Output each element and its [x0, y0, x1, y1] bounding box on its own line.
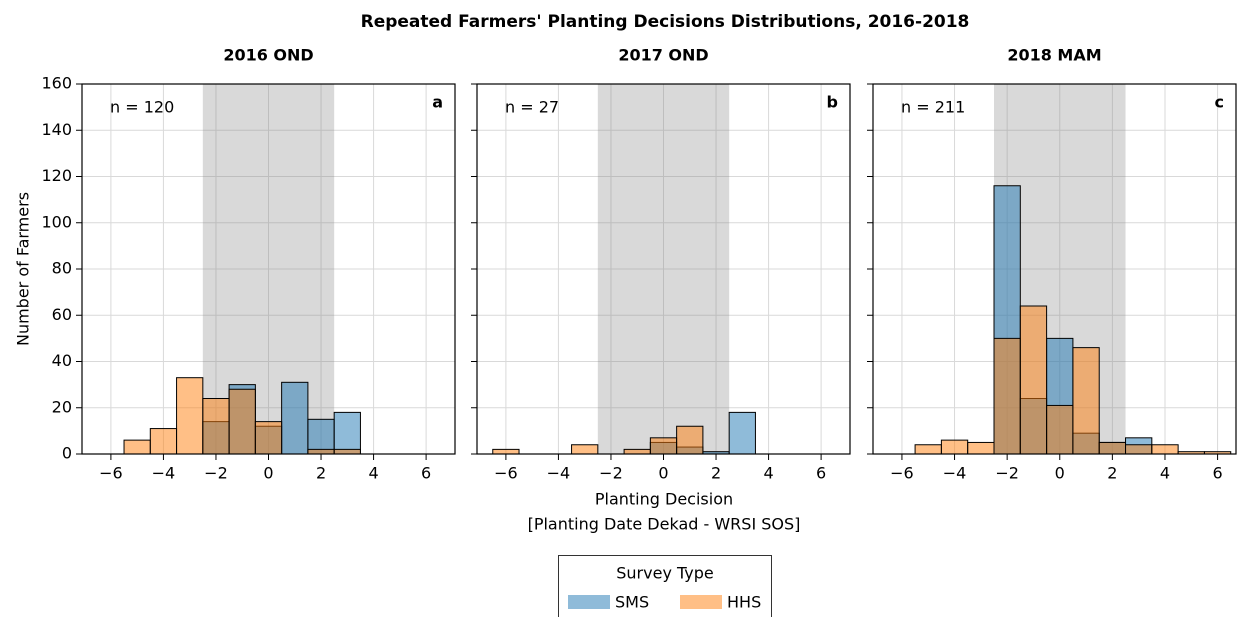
y-tick-label: 140: [41, 120, 72, 139]
panel-label: c: [1215, 93, 1224, 112]
y-tick-label: 20: [52, 397, 72, 416]
annotation: n = 27: [505, 98, 559, 117]
y-tick-label: 60: [52, 305, 72, 324]
x-tick-label: 6: [1212, 464, 1222, 483]
x-tick-label: 4: [368, 464, 378, 483]
shaded-span: [202, 84, 335, 454]
y-tick-label: 80: [52, 259, 72, 278]
legend-title: Survey Type: [616, 564, 714, 583]
annotation: n = 120: [110, 98, 174, 117]
bar: [993, 337, 1021, 455]
bar: [228, 388, 256, 455]
bar: [676, 425, 704, 455]
bar: [914, 444, 942, 455]
y-tick-label: 0: [62, 444, 72, 463]
x-tick-label: −6: [99, 464, 123, 483]
bar: [1046, 404, 1074, 455]
bar: [649, 437, 678, 455]
x-tick-label: −2: [599, 464, 623, 483]
bar: [1098, 441, 1127, 455]
bar: [149, 428, 178, 455]
y-axis-label: Number of Farmers: [14, 192, 33, 346]
bar: [623, 448, 651, 455]
axes-frame: [81, 83, 456, 455]
panel-label: a: [432, 93, 443, 112]
bar: [176, 377, 204, 455]
panel: 2017 OND−6 −4 −2 0 2 4 6SMSHHSn = 27 b: [471, 46, 851, 483]
x-tick-label: −2: [204, 464, 228, 483]
axes-frame: [476, 83, 851, 455]
panel-title: 2018 MAM: [1007, 46, 1101, 65]
panel: 2018 MAM−6 −4 −2 0 2 4 6SMSHHSn = 211 c: [867, 46, 1237, 483]
series: [123, 377, 361, 455]
bar: [202, 398, 230, 455]
x-axis-label: Planting Decision: [595, 490, 733, 509]
x-tick-label: −4: [152, 464, 176, 483]
axes-frame: [872, 83, 1237, 455]
x-tick-label: 0: [658, 464, 668, 483]
bar: [281, 381, 309, 455]
bar: [333, 448, 361, 455]
x-tick-label: −4: [547, 464, 571, 483]
x-tick-label: −6: [890, 464, 914, 483]
bar: [307, 418, 335, 455]
x-tick-label: 2: [1107, 464, 1117, 483]
bar: [1125, 444, 1153, 455]
bar: [1151, 444, 1179, 455]
bar: [254, 421, 283, 455]
figure-title: Repeated Farmers' Planting Decisions Dis…: [361, 12, 970, 32]
x-tick-label: 2: [316, 464, 326, 483]
y-tick-label: 40: [52, 351, 72, 370]
bar: [307, 448, 335, 455]
x-tick-label: 0: [1055, 464, 1065, 483]
x-tick-label: 6: [421, 464, 431, 483]
annotation: n = 211: [901, 98, 965, 117]
bar: [1019, 305, 1048, 455]
x-tick-label: 0: [263, 464, 273, 483]
y-tick-label: 120: [41, 166, 72, 185]
x-tick-label: 6: [816, 464, 826, 483]
x-tick-label: −4: [943, 464, 967, 483]
bar: [333, 411, 361, 455]
x-tick-label: 4: [763, 464, 773, 483]
bar: [1072, 347, 1100, 455]
bar: [571, 444, 599, 455]
x-tick-label: −6: [494, 464, 518, 483]
legend-swatch: [568, 595, 610, 609]
x-tick-label: 4: [1160, 464, 1170, 483]
x-tick-label: 2: [711, 464, 721, 483]
legend-label: SMS: [615, 593, 649, 612]
panel: 2016 OND 0 20 40 60 80 100 120 140 160 −6 −4 −2 0 2 4 6 n…: [41, 46, 456, 483]
panel-label: b: [827, 93, 838, 112]
bar: [940, 439, 969, 455]
y-tick-label: 160: [41, 74, 72, 93]
bar: [728, 411, 756, 455]
bar: [123, 439, 151, 455]
panel-title: 2016 OND: [223, 46, 313, 65]
shaded-span: [597, 84, 730, 454]
x-tick-label: −2: [995, 464, 1019, 483]
legend-label: HHS: [727, 593, 761, 612]
y-tick-label: 100: [41, 212, 72, 231]
bar: [492, 448, 520, 455]
legend-swatch: [680, 595, 722, 609]
series: HHS: [914, 305, 1232, 455]
x-axis-label: [Planting Date Dekad - WRSI SOS]: [528, 515, 801, 534]
panel-title: 2017 OND: [618, 46, 708, 65]
bar: [967, 441, 995, 455]
